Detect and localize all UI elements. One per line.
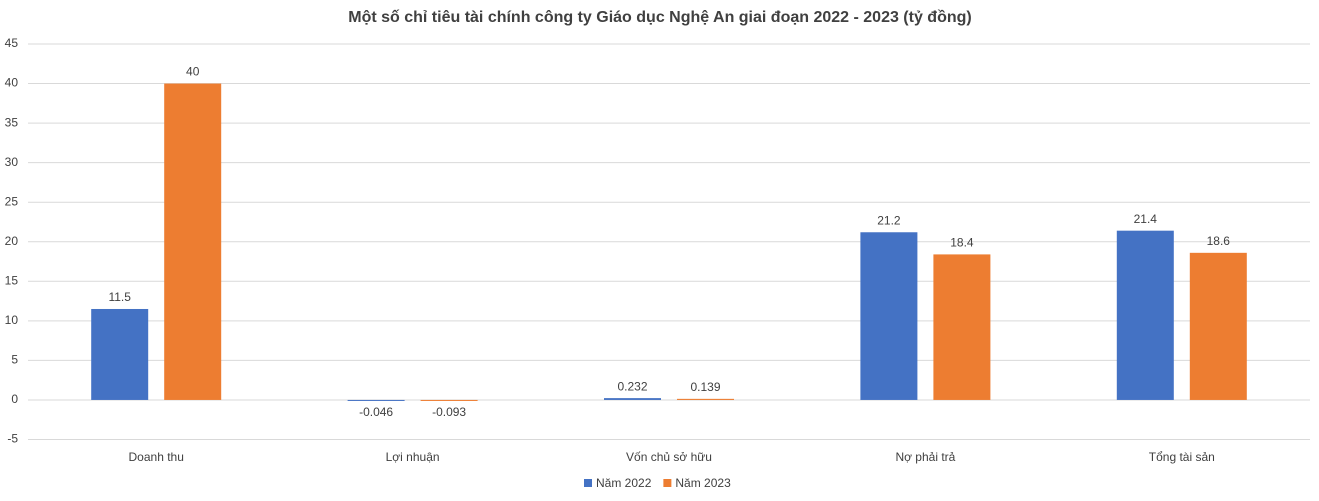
bar xyxy=(1189,252,1247,400)
x-tick-label: Lợi nhuận xyxy=(386,450,440,464)
bar xyxy=(347,399,405,401)
data-label: 0.139 xyxy=(690,380,720,394)
legend-swatch xyxy=(584,479,592,487)
y-tick-label: 10 xyxy=(5,313,19,327)
x-tick-label: Tổng tài sản xyxy=(1149,450,1215,464)
data-label: 40 xyxy=(186,65,200,79)
data-label: 21.2 xyxy=(877,213,901,227)
bar xyxy=(91,308,149,400)
data-label: 0.232 xyxy=(617,379,647,393)
bar xyxy=(677,398,734,400)
legend-label: Năm 2023 xyxy=(675,476,731,490)
data-label: -0.046 xyxy=(359,405,393,419)
data-label: 11.5 xyxy=(108,290,131,304)
bar xyxy=(860,232,918,400)
x-tick-label: Nợ phải trả xyxy=(895,450,955,464)
bar xyxy=(604,398,661,400)
y-tick-label: 5 xyxy=(11,353,18,367)
chart-title: Một số chỉ tiêu tài chính công ty Giáo d… xyxy=(348,9,971,26)
y-tick-label: 30 xyxy=(5,155,19,169)
bar xyxy=(933,254,991,400)
legend-label: Năm 2022 xyxy=(596,476,652,490)
y-tick-label: 25 xyxy=(5,194,19,208)
y-tick-label: 20 xyxy=(5,234,19,248)
data-label: 18.4 xyxy=(950,236,974,250)
x-tick-label: Doanh thu xyxy=(129,450,184,464)
bar xyxy=(420,399,478,401)
y-tick-label: 35 xyxy=(5,115,19,129)
y-tick-label: -5 xyxy=(7,432,18,446)
y-tick-label: 0 xyxy=(11,392,18,406)
legend-swatch xyxy=(663,479,672,487)
data-label: 21.4 xyxy=(1134,212,1158,226)
bar xyxy=(1116,230,1174,400)
y-tick-label: 40 xyxy=(5,76,19,90)
data-label: -0.093 xyxy=(432,405,466,419)
y-tick-label: 45 xyxy=(5,36,19,50)
bar xyxy=(164,83,222,400)
x-tick-label: Vốn chủ sở hữu xyxy=(626,450,712,464)
data-label: 18.6 xyxy=(1207,234,1231,248)
y-tick-label: 15 xyxy=(5,273,19,287)
